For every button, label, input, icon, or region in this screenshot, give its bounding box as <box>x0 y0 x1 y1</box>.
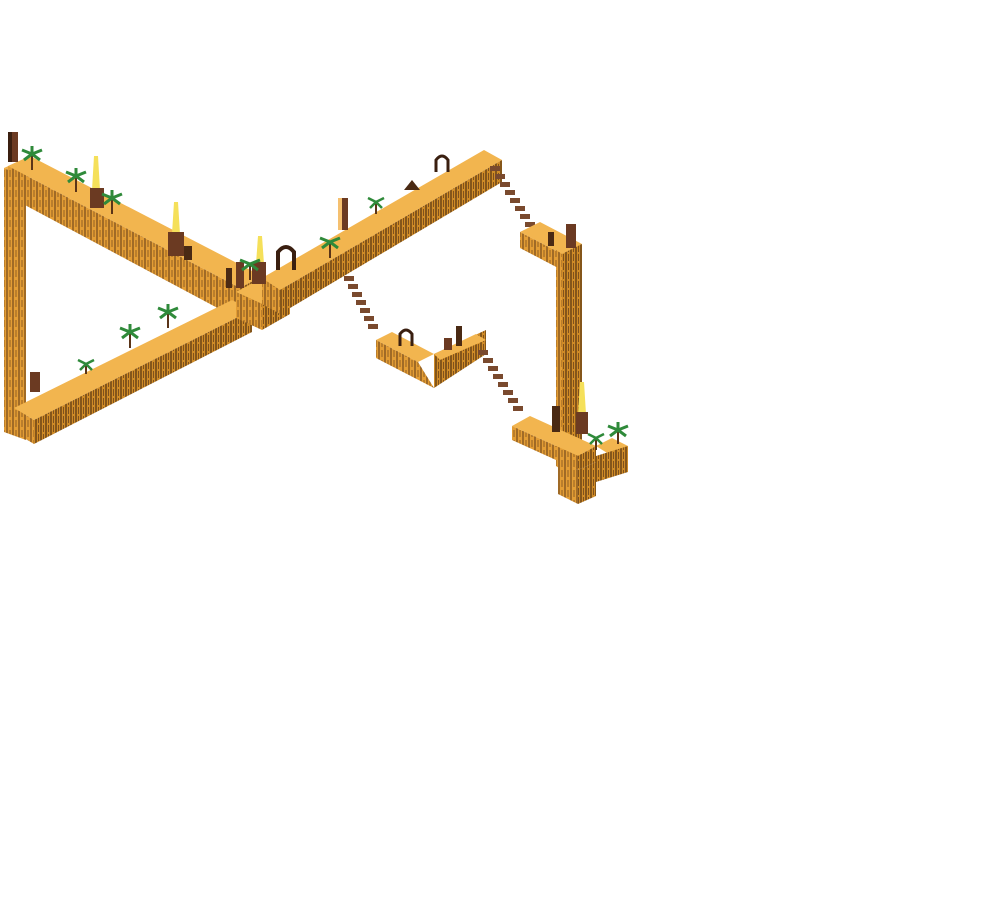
palm-tree-icon <box>65 168 87 192</box>
broken-pillar-icon <box>444 326 462 350</box>
upper-walkway <box>8 156 262 320</box>
stone-arch-icon <box>398 328 414 346</box>
obelisk-icon <box>552 382 588 434</box>
lower-right-platform <box>512 416 628 504</box>
broken-pillar-icon <box>548 224 576 248</box>
broken-pillar-icon <box>338 198 348 230</box>
upper-right-walkway <box>262 150 502 314</box>
palm-tree-icon <box>119 324 141 348</box>
obelisk-icon <box>168 202 192 260</box>
palm-tree-icon <box>157 304 179 328</box>
broken-pillar-icon <box>404 180 420 190</box>
palm-tree-icon <box>77 358 95 374</box>
palm-tree-icon <box>607 422 629 444</box>
broken-pillar-icon <box>8 132 18 162</box>
palm-tree-icon <box>21 146 43 170</box>
palm-tree-icon <box>587 432 605 450</box>
stairs-lower <box>478 350 523 411</box>
stone-arch-icon <box>434 154 450 172</box>
palm-tree-icon <box>101 190 123 214</box>
obelisk-icon <box>90 156 104 208</box>
stairs-upper <box>490 166 535 227</box>
palm-tree-icon <box>239 258 261 280</box>
stairs-middle <box>344 276 378 329</box>
palm-tree-icon <box>367 196 385 214</box>
broken-pillar-icon <box>226 262 244 288</box>
stone-arch-icon <box>276 245 296 270</box>
lower-walkway <box>14 300 252 444</box>
middle-platform <box>376 330 486 388</box>
palm-tree-icon <box>319 236 341 258</box>
broken-pillar-icon <box>30 372 40 392</box>
